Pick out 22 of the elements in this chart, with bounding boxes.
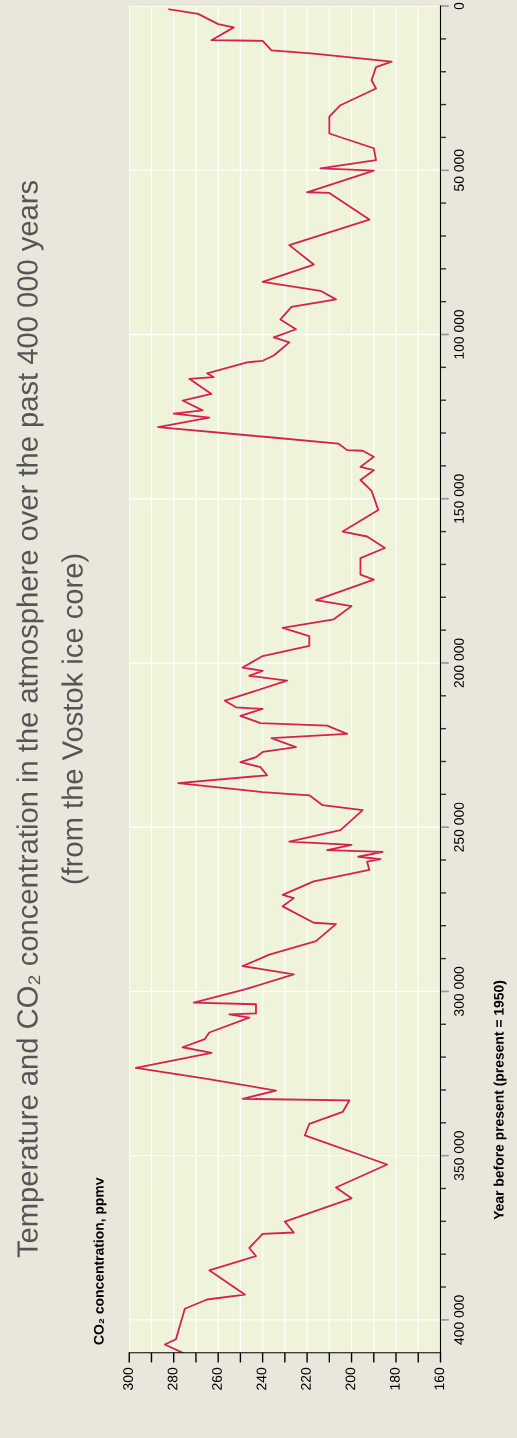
text: Temperature and CO₂ concentration in the atmosphere over the past 400 000 years [16, 180, 44, 1258]
y-tick-label: 150 000 [454, 474, 464, 523]
y-tick-label: 350 000 [454, 1131, 464, 1181]
x-tick-label: 180 [389, 1367, 400, 1390]
x-tick-label: 260 [212, 1367, 222, 1390]
x-tick-label: 280 [167, 1367, 178, 1390]
x-tick-label: 160 [434, 1367, 445, 1390]
x-tick-label: 240 [256, 1367, 267, 1390]
x-tick-label: 220 [300, 1367, 311, 1390]
y-tick-label: 0 [454, 2, 464, 10]
y-tick-label: 300 000 [454, 966, 464, 1016]
y-tick-label: 200 000 [454, 638, 464, 688]
line-series [135, 8, 393, 1353]
x-tick-label: 200 [345, 1367, 356, 1390]
y-tick-label: 250 000 [454, 802, 464, 852]
text: CO₂ concentration, ppmv [93, 1177, 107, 1345]
y-tick-label: 400 000 [454, 1295, 464, 1345]
y-tick-label: 50 000 [454, 149, 464, 191]
text: (from the Vostok ice core) [61, 554, 89, 884]
x-tick-label: 300 [123, 1367, 133, 1390]
y-axis-title: Year before present (present = 1950) [493, 980, 507, 1220]
y-tick-label: 100 000 [454, 309, 464, 359]
